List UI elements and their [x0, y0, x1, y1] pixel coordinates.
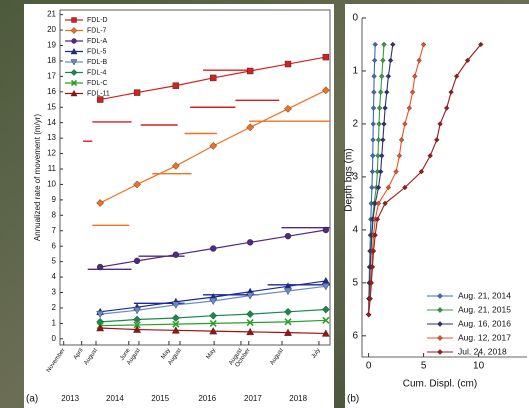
year-label: 2015: [151, 394, 169, 403]
marker: [323, 227, 329, 233]
legend-marker: [72, 18, 77, 23]
marker: [97, 264, 103, 270]
y-tick-label: 6: [352, 330, 358, 341]
y-tick-label: 13: [47, 133, 56, 142]
y-tick-label: 21: [47, 10, 56, 19]
marker: [285, 233, 291, 239]
legend-label: FDL-A: [87, 38, 108, 45]
marker: [247, 239, 253, 245]
legend-label: Aug. 21, 2015: [458, 304, 511, 314]
y-tick-label: 5: [352, 277, 358, 288]
marker: [173, 83, 179, 89]
y-tick-label: 0: [352, 13, 358, 24]
year-label: 2013: [61, 394, 79, 403]
y-tick-label: 11: [48, 164, 57, 173]
x-tick-label: 0: [366, 361, 372, 372]
year-label: 2016: [198, 394, 216, 403]
marker: [210, 246, 216, 252]
y-tick-label: 1: [352, 66, 358, 77]
y-tick-label: 20: [47, 25, 56, 34]
marker: [97, 97, 103, 103]
y-tick-label: 5: [52, 257, 57, 266]
marker: [210, 75, 216, 81]
marker: [134, 258, 140, 264]
y-axis-label: Annualized rate of movement (m/yr): [33, 114, 42, 241]
figure: 0123456789101112131415161718192021Novemb…: [0, 0, 529, 408]
year-label: 2018: [289, 394, 307, 403]
y-tick-label: 2: [52, 303, 57, 312]
y-tick-label: 1: [52, 318, 57, 327]
y-tick-label: 12: [47, 149, 56, 158]
y-tick-label: 7: [52, 226, 57, 235]
y-tick-label: 14: [47, 118, 56, 127]
panel-label: (b): [347, 394, 359, 405]
legend-label: Aug. 16, 2016: [458, 318, 511, 328]
y-tick-label: 0: [52, 334, 57, 343]
x-tick-label: 10: [473, 361, 485, 372]
y-tick-label: 19: [47, 41, 56, 50]
marker: [323, 54, 329, 60]
x-axis-label: Cum. Displ. (cm): [403, 379, 477, 390]
panel-label: (a): [26, 394, 38, 405]
legend-label: Aug. 12, 2017: [458, 332, 511, 342]
marker: [285, 61, 291, 67]
year-label: 2014: [106, 394, 124, 403]
y-tick-label: 10: [47, 180, 56, 189]
legend-label: FDL-B: [87, 59, 108, 66]
y-tick-label: 8: [52, 210, 57, 219]
y-tick-label: 16: [47, 87, 56, 96]
marker: [134, 90, 140, 96]
y-axis-label: Depth bgs (m): [344, 148, 355, 211]
legend-marker: [72, 39, 77, 44]
marker: [173, 252, 179, 258]
y-tick-label: 4: [52, 272, 57, 281]
y-tick-label: 17: [47, 71, 56, 80]
y-tick-label: 3: [52, 288, 57, 297]
legend-label: FDL-7: [87, 27, 107, 34]
y-tick-label: 6: [52, 241, 57, 250]
y-tick-label: 18: [47, 56, 56, 65]
y-tick-label: 9: [52, 195, 57, 204]
legend-label: FDL-11: [87, 90, 110, 97]
y-tick-label: 4: [352, 225, 358, 236]
x-tick-label: 5: [421, 361, 427, 372]
legend-label: Aug. 21, 2014: [458, 290, 511, 300]
legend-label: FDL-5: [87, 48, 107, 55]
y-tick-label: 15: [47, 102, 56, 111]
year-label: 2017: [244, 394, 262, 403]
legend-label: Jul. 24, 2018: [458, 346, 507, 356]
legend-label: FDL-C: [87, 80, 108, 87]
legend-label: FDL-4: [87, 69, 107, 76]
y-tick-label: 2: [352, 119, 358, 130]
marker: [247, 68, 253, 74]
legend-label: FDL-D: [87, 17, 108, 24]
